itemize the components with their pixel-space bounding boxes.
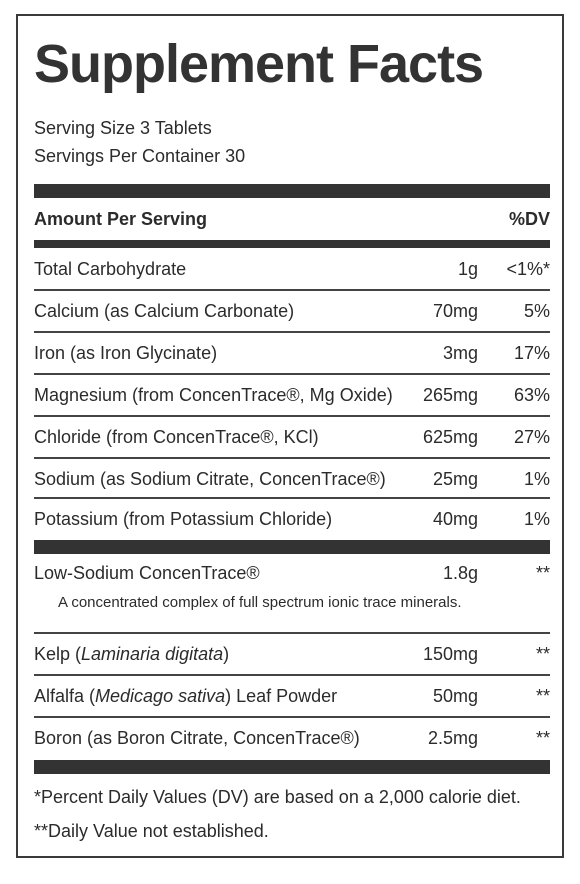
amount-header-row: Amount Per Serving %DV: [34, 200, 550, 238]
panel-title: Supplement Facts: [34, 34, 484, 94]
nutrient-name: Iron (as Iron Glycinate): [34, 343, 218, 363]
not-established-footnote: **Daily Value not established.: [34, 821, 269, 841]
nutrient-amount: 625mg: [422, 427, 478, 447]
kelp-latin-name: Laminaria digitata: [81, 644, 224, 664]
nutrient-name: Calcium (as Calcium Carbonate): [34, 301, 295, 321]
nutrient-amount: 25mg: [432, 469, 478, 489]
concentrace-description: A concentrated complex of full spectrum …: [58, 594, 462, 611]
row-divider: [34, 289, 550, 291]
kelp-row: Kelp (Laminaria digitata) 150mg **: [34, 635, 550, 673]
nutrient-row: Chloride (from ConcenTrace®, KCl) 625mg …: [34, 418, 550, 456]
concentrace-amount: 1.8g: [442, 563, 478, 583]
boron-name: Boron (as Boron Citrate, ConcenTrace®): [34, 728, 360, 748]
boron-amount: 2.5mg: [427, 728, 478, 748]
nutrient-row: Calcium (as Calcium Carbonate) 70mg 5%: [34, 292, 550, 330]
alfalfa-dv: **: [535, 686, 550, 706]
nutrient-amount: 265mg: [422, 385, 478, 405]
nutrient-amount: 1g: [457, 259, 478, 279]
boron-dv: **: [535, 728, 550, 748]
nutrient-name: Potassium (from Potassium Chloride): [34, 509, 333, 529]
dv-footnote: *Percent Daily Values (DV) are based on …: [34, 787, 521, 807]
nutrient-name: Total Carbohydrate: [34, 259, 187, 279]
alfalfa-name: Alfalfa (Medicago sativa) Leaf Powder: [34, 686, 338, 706]
nutrient-amount: 40mg: [432, 509, 478, 529]
nutrient-amount: 3mg: [442, 343, 478, 363]
row-divider: [34, 457, 550, 459]
nutrient-dv: 1%: [523, 469, 550, 489]
servings-per-container: Servings Per Container 30: [34, 146, 246, 166]
nutrient-row: Sodium (as Sodium Citrate, ConcenTrace®)…: [34, 460, 550, 498]
kelp-name: Kelp (Laminaria digitata): [34, 644, 230, 664]
nutrient-row: Potassium (from Potassium Chloride) 40mg…: [34, 500, 550, 538]
nutrient-name: Sodium (as Sodium Citrate, ConcenTrace®): [34, 469, 386, 489]
kelp-dv: **: [535, 644, 550, 664]
nutrient-name: Magnesium (from ConcenTrace®, Mg Oxide): [34, 385, 393, 405]
nutrient-dv: 17%: [513, 343, 550, 363]
row-divider: [34, 373, 550, 375]
concentrace-dv: **: [535, 563, 550, 583]
row-divider: [34, 674, 550, 676]
nutrient-row: Iron (as Iron Glycinate) 3mg 17%: [34, 334, 550, 372]
supplement-facts-panel: Supplement Facts Serving Size 3 Tablets …: [16, 14, 564, 858]
dv-column-label: %DV: [508, 209, 550, 229]
row-divider: [34, 632, 550, 634]
thick-divider-middle: [34, 540, 550, 554]
row-divider: [34, 331, 550, 333]
nutrient-amount: 70mg: [432, 301, 478, 321]
thick-divider-bottom: [34, 760, 550, 774]
alfalfa-latin-name: Medicago sativa: [95, 686, 226, 706]
row-divider: [34, 415, 550, 417]
amount-per-serving-label: Amount Per Serving: [34, 209, 208, 229]
nutrient-dv: 63%: [513, 385, 550, 405]
nutrient-name: Chloride (from ConcenTrace®, KCl): [34, 427, 319, 447]
concentrace-name: Low-Sodium ConcenTrace®: [34, 563, 260, 583]
medium-divider: [34, 240, 550, 248]
row-divider: [34, 716, 550, 718]
nutrient-dv: 27%: [513, 427, 550, 447]
nutrient-dv: 5%: [523, 301, 550, 321]
kelp-amount: 150mg: [422, 644, 478, 664]
row-divider: [34, 497, 550, 499]
alfalfa-amount: 50mg: [432, 686, 478, 706]
concentrace-row: Low-Sodium ConcenTrace® 1.8g **: [34, 554, 550, 592]
alfalfa-row: Alfalfa (Medicago sativa) Leaf Powder 50…: [34, 677, 550, 715]
nutrient-dv: <1%*: [506, 259, 550, 279]
nutrient-row: Magnesium (from ConcenTrace®, Mg Oxide) …: [34, 376, 550, 414]
nutrient-dv: 1%: [523, 509, 550, 529]
thick-divider-top: [34, 184, 550, 198]
nutrient-row: Total Carbohydrate 1g <1%*: [34, 250, 550, 288]
serving-size: Serving Size 3 Tablets: [34, 118, 212, 138]
boron-row: Boron (as Boron Citrate, ConcenTrace®) 2…: [34, 719, 550, 757]
